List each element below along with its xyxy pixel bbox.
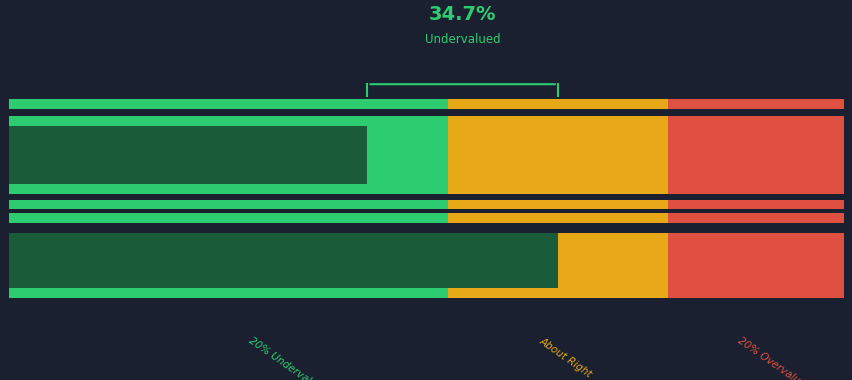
Bar bbox=[447, 116, 667, 194]
Bar bbox=[667, 200, 843, 209]
Bar bbox=[667, 213, 843, 223]
Bar bbox=[667, 288, 843, 298]
Bar bbox=[9, 233, 447, 291]
Bar bbox=[9, 99, 447, 109]
Text: Undervalued: Undervalued bbox=[424, 33, 500, 46]
Bar bbox=[9, 213, 447, 223]
Text: 34.7%: 34.7% bbox=[429, 5, 496, 24]
Bar bbox=[447, 200, 667, 209]
Text: About Right: About Right bbox=[537, 336, 593, 380]
Bar bbox=[9, 288, 447, 298]
Bar bbox=[9, 116, 447, 194]
Bar bbox=[667, 116, 843, 194]
Text: 20% Undervalued: 20% Undervalued bbox=[247, 336, 329, 380]
Bar bbox=[9, 125, 367, 184]
Bar bbox=[447, 288, 667, 298]
Text: 20% Overvalued: 20% Overvalued bbox=[734, 336, 811, 380]
Bar bbox=[447, 233, 667, 291]
Bar bbox=[667, 233, 843, 291]
Bar bbox=[667, 99, 843, 109]
Bar bbox=[9, 233, 557, 291]
Bar bbox=[9, 200, 447, 209]
Bar bbox=[447, 213, 667, 223]
Bar bbox=[447, 99, 667, 109]
